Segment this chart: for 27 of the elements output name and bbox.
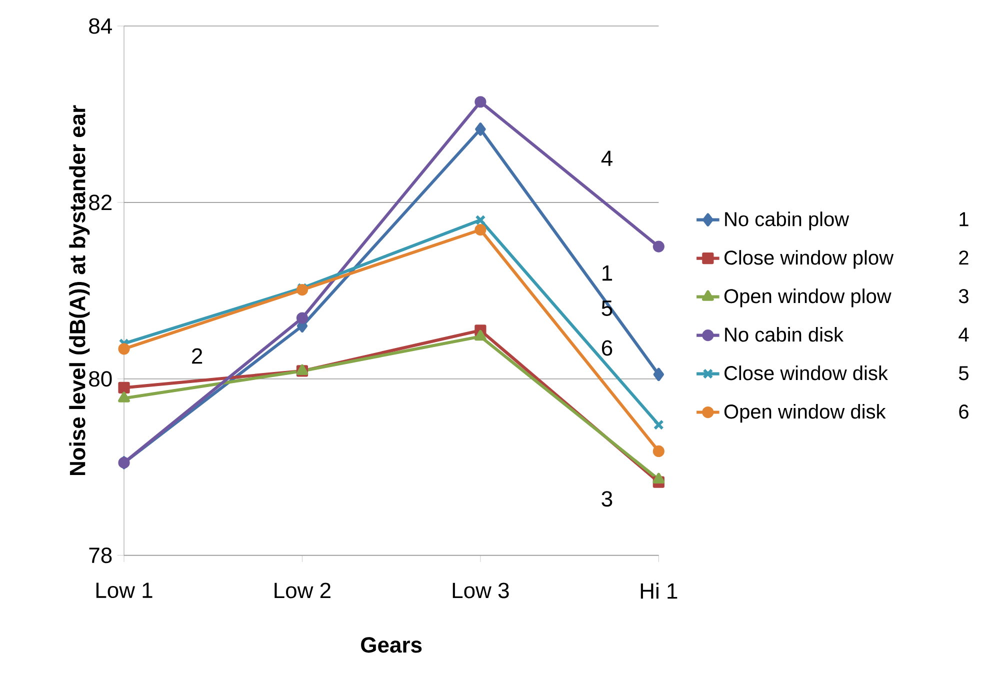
annotation: 4 [601, 150, 612, 166]
y-tick-label: 82 [89, 194, 112, 210]
x-tick-label: Low 2 [274, 582, 330, 598]
x-tick-label: Low 1 [96, 582, 152, 598]
legend-label: No cabin plow [725, 212, 850, 230]
x-tick-label: Hi 1 [640, 582, 678, 599]
legend-label: Close window plow [724, 250, 894, 269]
y-tick-label: 84 [89, 18, 112, 34]
text: 5 [958, 366, 968, 380]
legend-label: Open window disk [724, 404, 886, 423]
text: 3 [958, 289, 968, 304]
annotation: 2 [192, 348, 202, 364]
y-tick-label: 78 [89, 548, 112, 564]
text: 6 [959, 404, 968, 419]
text: 2 [959, 250, 968, 265]
text: 1 [960, 212, 968, 226]
y-tick-label: 80 [89, 371, 112, 387]
legend-label: No cabin disk [725, 327, 844, 342]
text: 4 [958, 328, 969, 342]
annotation: 1 [602, 265, 612, 281]
legend-label: Close window disk [724, 366, 888, 380]
annotation: 3 [602, 491, 612, 507]
x-axis-title: Gears [361, 637, 422, 653]
y-axis-title: Noise level (dB(A)) at bystander ear [69, 105, 90, 476]
x-tick-label: Low 3 [452, 582, 509, 598]
annotation: 6 [602, 340, 612, 356]
legend-label: Open window plow [724, 288, 892, 308]
